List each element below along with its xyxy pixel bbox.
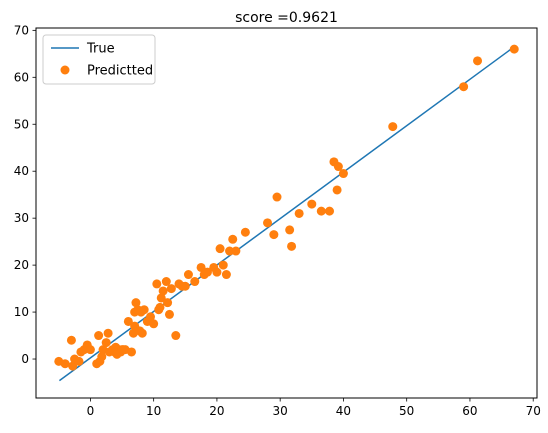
- predicted-point: [325, 206, 335, 216]
- x-tick-label: 20: [209, 404, 224, 418]
- y-tick-label: 50: [14, 117, 29, 131]
- predicted-point: [215, 244, 225, 254]
- legend-label-true: True: [86, 42, 115, 57]
- predicted-point: [240, 227, 250, 237]
- x-axis: 0 10 20 30 40 50 60 70: [87, 398, 541, 418]
- predicted-point: [473, 56, 483, 66]
- predicted-point: [190, 277, 200, 287]
- predicted-point: [131, 298, 141, 308]
- predicted-point: [231, 246, 241, 256]
- predicted-point: [221, 270, 231, 280]
- predicted-point: [202, 267, 212, 277]
- predicted-point: [332, 185, 342, 195]
- predicted-point: [101, 338, 111, 348]
- legend-predicted-marker: [60, 65, 70, 75]
- predicted-point: [145, 312, 155, 322]
- predicted-point: [127, 347, 137, 357]
- predicted-point: [225, 246, 235, 256]
- predicted-point: [85, 345, 95, 355]
- predicted-point: [156, 293, 166, 303]
- predicted-point: [287, 241, 297, 251]
- predicted-point: [509, 44, 519, 54]
- predicted-point: [103, 328, 113, 338]
- predicted-point: [152, 279, 162, 289]
- predicted-point: [166, 284, 176, 294]
- y-tick-label: 0: [21, 352, 29, 366]
- predicted-point: [180, 281, 190, 291]
- predicted-point: [66, 335, 76, 345]
- true-line-layer: [58, 46, 515, 382]
- predicted-point: [228, 234, 238, 244]
- predicted-point: [164, 309, 174, 319]
- predicted-point: [269, 230, 279, 240]
- y-tick-label: 40: [14, 164, 29, 178]
- predicted-point: [155, 302, 165, 312]
- predicted-point: [307, 199, 317, 209]
- predicted-point: [459, 82, 469, 92]
- y-tick-label: 30: [14, 211, 29, 225]
- predicted-point: [388, 122, 398, 132]
- predicted-point: [316, 206, 326, 216]
- predicted-point: [285, 225, 295, 235]
- x-tick-label: 50: [399, 404, 414, 418]
- predicted-point: [294, 208, 304, 218]
- y-tick-label: 20: [14, 258, 29, 272]
- predicted-point: [338, 169, 348, 179]
- predicted-point: [137, 328, 147, 338]
- predicted-point: [161, 277, 171, 287]
- x-tick-label: 70: [526, 404, 541, 418]
- predicted-point: [272, 192, 282, 202]
- legend-label-predicted: Predictted: [87, 64, 153, 79]
- predicted-point: [97, 352, 107, 362]
- y-tick-label: 60: [14, 70, 29, 84]
- predicted-point: [163, 298, 173, 308]
- predicted-point: [218, 260, 228, 270]
- predicted-point: [333, 162, 343, 172]
- x-tick-label: 0: [87, 404, 95, 418]
- y-axis: 0 10 20 30 40 50 60 70: [14, 23, 36, 366]
- predicted-point: [196, 262, 206, 272]
- y-tick-label: 70: [14, 23, 29, 37]
- true-line: [58, 46, 515, 382]
- predicted-point: [183, 270, 193, 280]
- predicted-point: [139, 305, 149, 315]
- predicted-point: [94, 331, 104, 341]
- chart-title: score =0.9621: [235, 10, 338, 26]
- axes-frame: [35, 27, 538, 399]
- predicted-point: [263, 218, 273, 228]
- predicted-point: [158, 286, 168, 296]
- predicted-point: [74, 356, 84, 366]
- predicted-point: [60, 359, 70, 369]
- predicted-point: [171, 331, 181, 341]
- x-tick-label: 60: [462, 404, 477, 418]
- predicted-point: [123, 316, 133, 326]
- legend: True Predictted: [42, 34, 156, 85]
- x-tick-label: 30: [273, 404, 288, 418]
- x-tick-label: 40: [336, 404, 351, 418]
- plot-area: [54, 44, 519, 382]
- predicted-point: [68, 361, 78, 371]
- x-tick-label: 10: [146, 404, 161, 418]
- predicted-point: [149, 319, 159, 329]
- predicted-points-layer: [54, 44, 519, 371]
- y-tick-label: 10: [14, 305, 29, 319]
- predicted-point: [212, 267, 222, 277]
